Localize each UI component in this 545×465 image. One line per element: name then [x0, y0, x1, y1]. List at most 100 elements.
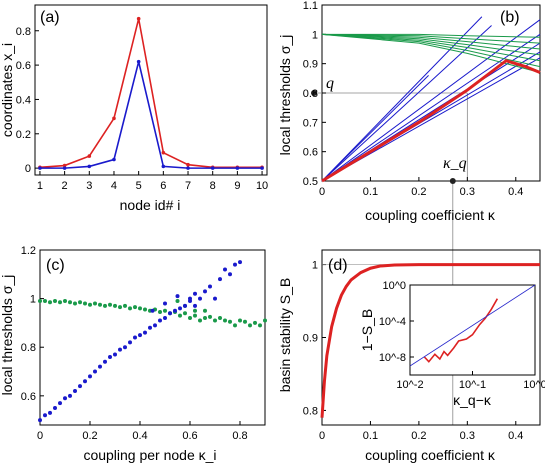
- panel-c-point: [173, 308, 177, 313]
- panel-c-point: [138, 306, 142, 311]
- panel-c-point: [68, 393, 72, 398]
- panel-c-point: [175, 299, 180, 304]
- panel-d-xtick-label: 0: [319, 430, 325, 442]
- panel-a-point: [260, 166, 264, 170]
- panel-c-point: [118, 347, 122, 352]
- panel-c-point: [143, 307, 147, 312]
- panel-b-series-12-line: [321, 33, 541, 56]
- panel-c-ytick-label: 1.2: [21, 245, 36, 257]
- panel-c-point: [208, 284, 212, 289]
- panel-c-point: [263, 318, 267, 323]
- panel-c-point: [133, 305, 137, 310]
- panel-b-ytick-label: 0.5: [303, 176, 318, 188]
- panel-c-point: [150, 308, 155, 313]
- panel-c-point: [103, 303, 107, 308]
- panel-c-point: [63, 299, 67, 304]
- panel-c-xtick-label: 0.8: [232, 430, 247, 442]
- panel-c-point: [38, 418, 42, 423]
- panel-a-ytick-label: 0.2: [16, 129, 31, 141]
- panel-c-point: [203, 308, 207, 313]
- panel-b-series-13-line: [321, 33, 541, 62]
- panel-b-series-4-line: [321, 19, 541, 182]
- inset-xtick-label: 10^0: [523, 379, 545, 391]
- panel-c-label: (c): [46, 257, 65, 274]
- panel-c-point: [183, 311, 187, 316]
- inset-xtick-label: 10^-1: [459, 379, 486, 391]
- panel-c-ytick-label: 1: [30, 294, 36, 306]
- panel-c-point: [133, 335, 137, 340]
- panel-c-point: [163, 316, 167, 321]
- panel-b-xtick-label: 0.1: [363, 186, 378, 198]
- panel-b-label: (b): [500, 9, 520, 26]
- panel-c-point: [203, 316, 207, 321]
- panel-a-xtick-label: 3: [86, 180, 92, 192]
- panel-c-point: [43, 299, 47, 304]
- panel-c-xtick-label: 0: [37, 430, 43, 442]
- panel-a-point: [161, 164, 166, 169]
- inset-ytick-label: 10^0: [382, 280, 406, 292]
- panel-d-ytick-label: 0.8: [303, 405, 318, 417]
- panel-c-point: [223, 318, 227, 323]
- panel-c-ylabel: local thresholds σ_j: [0, 275, 15, 396]
- panel-b-xlabel: coupling coefficient κ: [365, 207, 496, 223]
- panel-c-point: [233, 323, 237, 328]
- panel-a-xtick-label: 6: [160, 180, 166, 192]
- panel-c-point: [213, 296, 217, 301]
- panel-b-ytick-label: 0.8: [303, 88, 318, 100]
- panel-b-kq-label: κ_q: [443, 155, 467, 172]
- inset-ytick-label: 10^-8: [379, 352, 406, 364]
- panel-a-ytick-label: 0.4: [16, 94, 31, 106]
- panel-c-point: [193, 291, 197, 296]
- panel-b-series-11-line: [321, 33, 541, 50]
- panel-a-ylabel: coordinates x_i: [0, 43, 15, 137]
- panel-c-point: [88, 374, 92, 379]
- panel-d: 0 0.1 0.2 0.3 0.4 0.8 0.9 1 (d) coupling coeffi…: [277, 249, 545, 463]
- panel-b-q-marker: [311, 90, 317, 96]
- panel-c-point: [168, 311, 172, 316]
- panel-c-point: [88, 302, 92, 307]
- panel-a-ytick-label: 0.8: [16, 26, 31, 38]
- panel-a-label: (a): [40, 9, 60, 26]
- panel-d-series-0-line: [320, 263, 540, 418]
- panel-a-xlabel: node id# i: [120, 197, 181, 213]
- panel-b-ytick-label: 0.9: [303, 59, 318, 71]
- panel-c-point: [48, 300, 52, 305]
- panel-c-point: [193, 313, 197, 318]
- panel-c-point: [78, 384, 82, 389]
- panel-c-xtick-label: 0.2: [82, 430, 97, 442]
- panel-c-point: [113, 352, 117, 357]
- panel-a-ticks: 1 2 3 4 5 6 7 8 9 10 0 0.2 0.4 0.6 0.8: [16, 26, 268, 192]
- panel-a-xtick-label: 7: [185, 180, 191, 192]
- panel-c-point: [188, 316, 192, 321]
- panel-b-series-14-line: [321, 33, 541, 68]
- inset-ticks: 10^-2 10^-1 10^0 10^-8 10^-4 10^0: [379, 280, 545, 391]
- panel-c-point: [198, 318, 202, 323]
- panel-c-ytick-label: 0.8: [21, 342, 36, 354]
- panel-a-point: [38, 166, 42, 170]
- panel-a-point: [87, 154, 92, 158]
- panel-c-point: [208, 314, 212, 319]
- panel-c: 0 0.2 0.4 0.6 0.8 0.6 0.8 1 1.2 (c) coupling per…: [0, 245, 267, 463]
- panel-a-point: [235, 166, 240, 170]
- inset-series-1-line: [409, 284, 536, 367]
- panel-c-point: [213, 318, 217, 323]
- panel-a-xtick-label: 2: [62, 180, 68, 192]
- panel-c-point: [175, 294, 180, 299]
- panel-c-point: [258, 323, 262, 328]
- panel-a-series-1-line: [39, 61, 263, 169]
- panel-d-xlabel: coupling coefficient κ: [365, 447, 496, 463]
- panel-c-point: [243, 319, 247, 324]
- panel-c-point: [108, 354, 112, 359]
- panel-c-point: [63, 396, 67, 401]
- panel-c-point: [163, 308, 167, 313]
- panel-c-point: [123, 345, 127, 350]
- panel-a-point: [136, 59, 141, 64]
- panel-c-point: [193, 303, 197, 308]
- panel-b-series-0-line: [321, 59, 541, 183]
- panel-c-point: [113, 303, 117, 308]
- panel-b-xtick-label: 0: [319, 186, 325, 198]
- panel-c-point: [83, 379, 87, 384]
- panel-c-point: [98, 302, 102, 307]
- panel-a-xtick-label: 4: [111, 180, 117, 192]
- panel-b-xtick-label: 0.3: [460, 186, 475, 198]
